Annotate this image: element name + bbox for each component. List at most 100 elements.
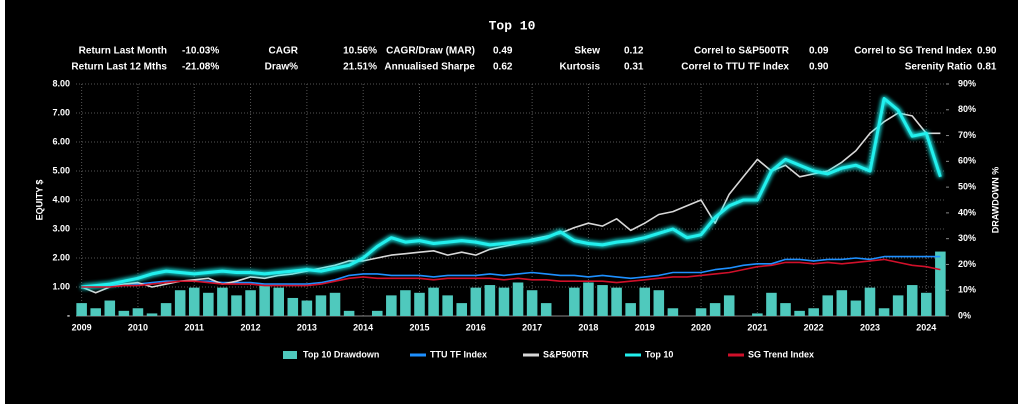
y2-axis-label: DRAWDOWN % — [990, 167, 1000, 234]
stat-value: 0.90 — [809, 62, 829, 73]
stat-label: Return Last Month — [79, 46, 167, 57]
bar — [315, 295, 327, 316]
bar — [906, 285, 918, 316]
bar — [400, 290, 411, 316]
stat-label: Serenity Ratio — [905, 62, 972, 73]
x-tick-label: 2019 — [635, 322, 655, 332]
bar — [343, 310, 355, 316]
stat-value: -21.08% — [182, 62, 219, 73]
y-tick-label: 7.00 — [52, 107, 70, 117]
bar — [695, 308, 707, 316]
y-axis-label: EQUITY $ — [34, 180, 44, 221]
y2-tick-label: 30% — [958, 233, 976, 243]
series-line — [81, 258, 941, 288]
bar — [935, 251, 946, 316]
stat-label: CAGR/Draw (MAR) — [386, 46, 475, 57]
y-tick-label: 6.00 — [52, 136, 70, 146]
x-tick-label: 2021 — [747, 322, 767, 332]
stat-label: Draw% — [265, 62, 298, 73]
x-tick-label: 2016 — [466, 322, 486, 332]
bar — [386, 295, 397, 316]
bar — [118, 310, 130, 316]
legend-label: Top 10 — [645, 349, 673, 359]
y2-tick-label: 10% — [958, 285, 976, 295]
legend-swatch — [283, 351, 297, 359]
bar — [569, 287, 580, 316]
y-tick-label: 3.00 — [52, 223, 70, 233]
bar — [752, 313, 763, 316]
bar — [512, 282, 524, 316]
stat-value: 0.12 — [624, 46, 644, 57]
series-line — [81, 97, 942, 289]
legend-label: SG Trend Index — [748, 349, 814, 359]
legend-label: Top 10 Drawdown — [303, 349, 379, 359]
stat-label: Correl to TTU TF Index — [681, 62, 789, 73]
x-tick-label: 2015 — [409, 322, 429, 332]
bar — [864, 287, 876, 316]
bar — [188, 287, 200, 316]
stat-value: 0.90 — [977, 46, 997, 57]
x-tick-label: 2011 — [184, 322, 204, 332]
y-tick-label: 1.00 — [52, 281, 70, 291]
legend-label: TTU TF Index — [430, 349, 487, 359]
bar — [245, 290, 256, 316]
bar — [709, 303, 721, 316]
bar — [90, 308, 101, 316]
bar — [470, 287, 482, 316]
bar — [160, 303, 172, 316]
y2-tick-label: 70% — [958, 130, 976, 140]
bar — [583, 282, 594, 316]
bar — [428, 287, 439, 316]
stat-label: Return Last 12 Mths — [71, 62, 167, 73]
stat-label: Kurtosis — [559, 62, 600, 73]
stat-value: 0.09 — [809, 46, 829, 57]
bar — [273, 287, 284, 316]
stat-value: 0.49 — [493, 46, 513, 57]
chart-title: Top 10 — [489, 18, 536, 33]
series-line — [81, 255, 941, 288]
y2-tick-label: 50% — [958, 181, 976, 191]
bar — [639, 287, 651, 316]
bar — [174, 290, 186, 316]
x-tick-label: 2022 — [804, 322, 824, 332]
bar — [329, 292, 341, 316]
bar — [456, 303, 468, 316]
bar — [794, 310, 805, 316]
bar — [836, 290, 848, 316]
x-tick-label: 2009 — [72, 322, 92, 332]
bar — [780, 303, 791, 316]
y-tick-label: 4.00 — [52, 194, 70, 204]
bar — [540, 303, 552, 316]
x-tick-label: 2018 — [578, 322, 598, 332]
stat-label: Correl to S&P500TR — [694, 46, 790, 57]
bar — [653, 290, 665, 316]
bar — [301, 300, 313, 316]
bar — [667, 308, 679, 316]
background — [5, 0, 1018, 404]
x-tick-label: 2023 — [860, 322, 880, 332]
bar — [259, 285, 270, 316]
y-tick-label: 2.00 — [52, 252, 70, 262]
bar — [76, 303, 87, 316]
bar — [498, 287, 510, 316]
bar — [371, 310, 383, 316]
bar — [203, 292, 214, 316]
stat-value: 0.81 — [977, 62, 997, 73]
y-tick-label: - — [67, 310, 70, 320]
y-tick-label: 5.00 — [52, 165, 70, 175]
stat-label: Annualised Sharpe — [384, 62, 475, 73]
legend-label: S&P500TR — [543, 349, 589, 359]
y2-tick-label: 20% — [958, 259, 976, 269]
stat-label: Skew — [574, 46, 600, 57]
x-tick-label: 2017 — [522, 322, 542, 332]
stat-value: 0.62 — [493, 62, 513, 73]
bar — [822, 295, 834, 316]
bar — [597, 285, 608, 316]
y2-tick-label: 60% — [958, 156, 976, 166]
x-tick-label: 2010 — [128, 322, 148, 332]
x-tick-label: 2014 — [353, 322, 373, 332]
stat-value: 10.56% — [343, 46, 377, 57]
y2-tick-label: 80% — [958, 104, 976, 114]
y2-tick-label: 0% — [958, 310, 971, 320]
bar — [104, 300, 116, 316]
